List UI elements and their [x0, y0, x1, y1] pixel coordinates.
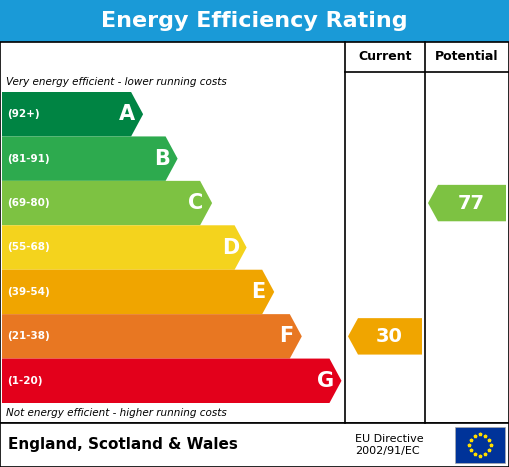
Polygon shape [2, 225, 246, 270]
Text: EU Directive: EU Directive [355, 434, 423, 444]
Text: (55-68): (55-68) [7, 242, 50, 253]
Polygon shape [2, 92, 143, 136]
Text: 30: 30 [376, 327, 403, 346]
Text: Potential: Potential [435, 50, 499, 64]
Text: (1-20): (1-20) [7, 376, 42, 386]
Polygon shape [2, 181, 212, 225]
Bar [455, 427, 505, 463]
Text: E: E [251, 282, 265, 302]
Text: (81-91): (81-91) [7, 154, 49, 163]
Text: 77: 77 [458, 193, 485, 212]
Text: Not energy efficient - higher running costs: Not energy efficient - higher running co… [6, 408, 227, 418]
Text: England, Scotland & Wales: England, Scotland & Wales [8, 438, 238, 453]
Bar [0, 423, 509, 467]
Text: F: F [278, 326, 293, 347]
Polygon shape [2, 314, 302, 359]
Polygon shape [2, 136, 178, 181]
Text: 2002/91/EC: 2002/91/EC [355, 446, 419, 456]
Bar [0, 0, 509, 42]
Polygon shape [2, 270, 274, 314]
Polygon shape [348, 318, 422, 354]
Polygon shape [2, 359, 342, 403]
Text: (39-54): (39-54) [7, 287, 50, 297]
Text: G: G [317, 371, 334, 391]
Text: Energy Efficiency Rating: Energy Efficiency Rating [101, 11, 408, 31]
Text: (69-80): (69-80) [7, 198, 49, 208]
Text: Current: Current [358, 50, 412, 64]
Text: (92+): (92+) [7, 109, 40, 119]
Text: C: C [188, 193, 204, 213]
Text: Very energy efficient - lower running costs: Very energy efficient - lower running co… [6, 77, 227, 87]
Text: A: A [119, 104, 135, 124]
Text: D: D [222, 238, 239, 257]
Text: (21-38): (21-38) [7, 332, 50, 341]
Bar [0, 42, 509, 423]
Text: B: B [154, 149, 169, 169]
Polygon shape [428, 185, 506, 221]
